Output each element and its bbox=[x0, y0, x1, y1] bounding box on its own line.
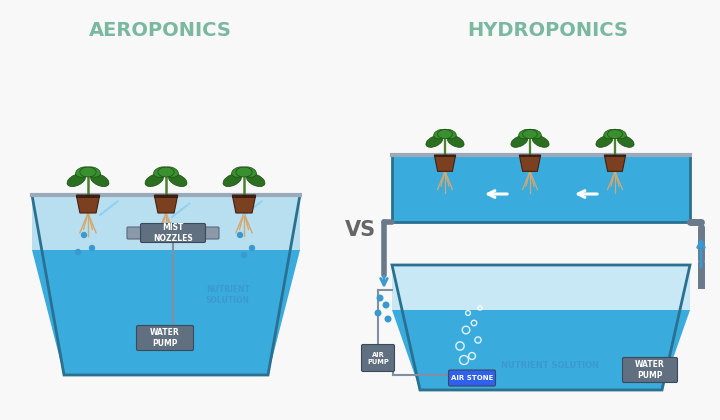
Text: NUTRIENT
SOLUTION: NUTRIENT SOLUTION bbox=[206, 285, 250, 304]
FancyBboxPatch shape bbox=[140, 223, 205, 242]
Ellipse shape bbox=[527, 129, 541, 139]
Ellipse shape bbox=[153, 167, 169, 177]
Ellipse shape bbox=[596, 136, 613, 147]
Ellipse shape bbox=[168, 174, 187, 186]
Text: VS: VS bbox=[344, 220, 376, 240]
Ellipse shape bbox=[223, 174, 241, 186]
Ellipse shape bbox=[433, 129, 448, 139]
Ellipse shape bbox=[76, 167, 91, 177]
Polygon shape bbox=[519, 155, 541, 171]
Polygon shape bbox=[76, 195, 99, 213]
Ellipse shape bbox=[447, 136, 464, 147]
Circle shape bbox=[385, 316, 391, 322]
Ellipse shape bbox=[442, 129, 456, 139]
Ellipse shape bbox=[438, 130, 452, 139]
Text: WATER
PUMP: WATER PUMP bbox=[150, 328, 180, 348]
Circle shape bbox=[375, 310, 381, 316]
Ellipse shape bbox=[163, 167, 179, 177]
Ellipse shape bbox=[603, 129, 618, 139]
Ellipse shape bbox=[617, 136, 634, 147]
Ellipse shape bbox=[240, 167, 256, 177]
Ellipse shape bbox=[236, 167, 252, 177]
Text: AIR
PUMP: AIR PUMP bbox=[367, 352, 389, 365]
Polygon shape bbox=[32, 250, 300, 375]
Ellipse shape bbox=[158, 167, 174, 177]
Polygon shape bbox=[154, 195, 178, 213]
Text: NUTRIENT SOLUTION: NUTRIENT SOLUTION bbox=[501, 360, 599, 370]
FancyBboxPatch shape bbox=[361, 344, 395, 372]
Polygon shape bbox=[392, 265, 690, 310]
Circle shape bbox=[238, 233, 243, 237]
Circle shape bbox=[383, 302, 389, 308]
Text: AIR STONE: AIR STONE bbox=[451, 375, 493, 381]
Ellipse shape bbox=[612, 129, 626, 139]
FancyBboxPatch shape bbox=[449, 370, 495, 386]
Text: AEROPONICS: AEROPONICS bbox=[89, 21, 231, 39]
Circle shape bbox=[81, 233, 86, 237]
Ellipse shape bbox=[80, 167, 96, 177]
Text: WATER
PUMP: WATER PUMP bbox=[635, 360, 665, 380]
Text: MIST
NOZZLES: MIST NOZZLES bbox=[153, 223, 193, 243]
Ellipse shape bbox=[518, 129, 533, 139]
FancyBboxPatch shape bbox=[623, 357, 678, 383]
Polygon shape bbox=[604, 155, 626, 171]
Polygon shape bbox=[434, 155, 456, 171]
FancyBboxPatch shape bbox=[137, 326, 194, 351]
FancyBboxPatch shape bbox=[127, 227, 219, 239]
Circle shape bbox=[377, 295, 383, 301]
Polygon shape bbox=[392, 155, 690, 222]
Ellipse shape bbox=[246, 174, 265, 186]
Ellipse shape bbox=[511, 136, 528, 147]
Ellipse shape bbox=[84, 167, 100, 177]
Ellipse shape bbox=[232, 167, 248, 177]
Ellipse shape bbox=[523, 130, 537, 139]
Polygon shape bbox=[434, 155, 456, 158]
Circle shape bbox=[89, 246, 94, 250]
Polygon shape bbox=[32, 195, 300, 250]
Ellipse shape bbox=[145, 174, 163, 186]
Ellipse shape bbox=[67, 174, 86, 186]
Polygon shape bbox=[76, 195, 99, 198]
Polygon shape bbox=[604, 155, 626, 158]
Ellipse shape bbox=[532, 136, 549, 147]
Polygon shape bbox=[392, 310, 690, 390]
Ellipse shape bbox=[608, 130, 622, 139]
Polygon shape bbox=[233, 195, 256, 213]
Ellipse shape bbox=[426, 136, 443, 147]
Ellipse shape bbox=[91, 174, 109, 186]
Circle shape bbox=[76, 249, 81, 255]
Circle shape bbox=[250, 246, 254, 250]
Polygon shape bbox=[519, 155, 541, 158]
Text: HYDROPONICS: HYDROPONICS bbox=[467, 21, 629, 39]
Polygon shape bbox=[233, 195, 256, 198]
Circle shape bbox=[241, 252, 246, 257]
Polygon shape bbox=[154, 195, 178, 198]
